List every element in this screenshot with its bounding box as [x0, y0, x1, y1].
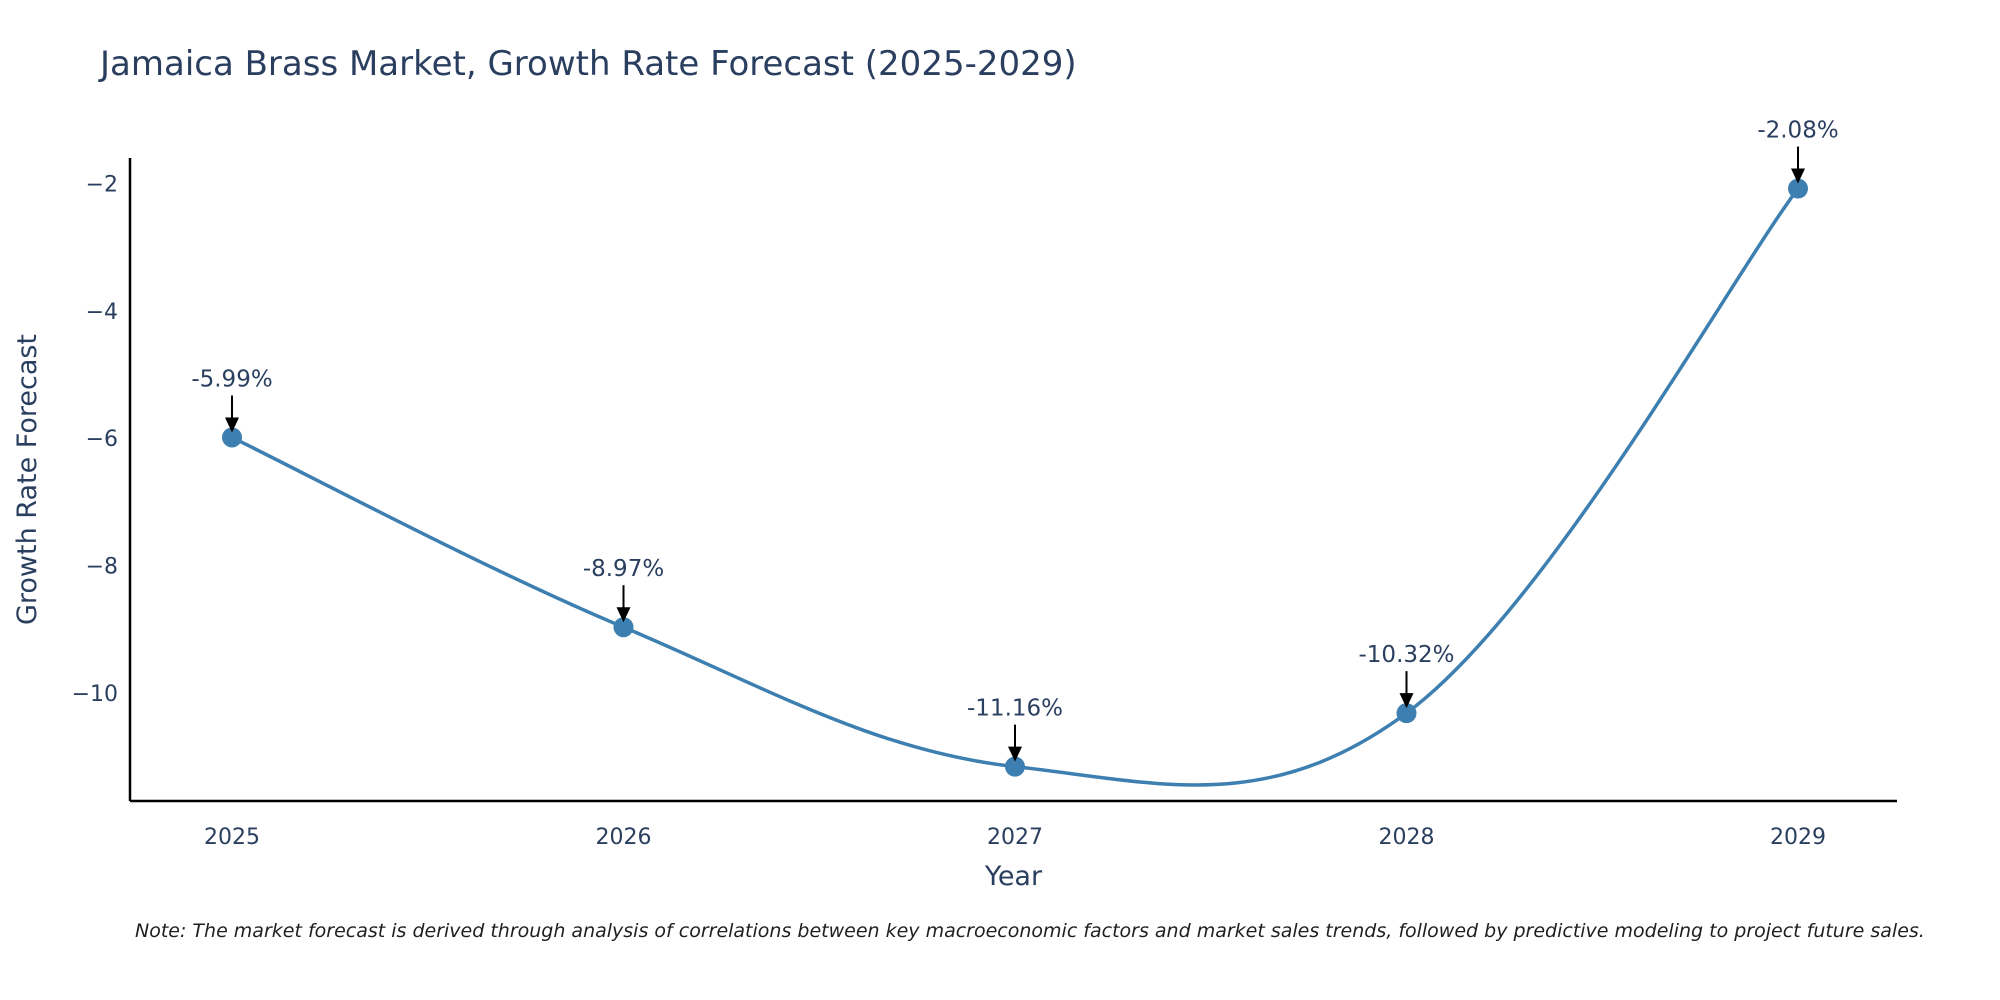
data-point[interactable]	[222, 427, 242, 448]
y-tick-label: −4	[86, 300, 118, 325]
annotation-arrow-head	[616, 607, 631, 623]
data-markers	[222, 178, 1808, 777]
x-tick-label: 2026	[596, 825, 652, 850]
data-point[interactable]	[1005, 756, 1025, 777]
y-axis-title: Growth Rate Forecast	[12, 334, 43, 625]
data-label: -2.08%	[1757, 118, 1838, 144]
x-tick-label: 2025	[204, 825, 260, 850]
y-tick-label: −10	[72, 682, 118, 707]
y-tick-label: −8	[86, 554, 118, 579]
data-label: -10.32%	[1359, 642, 1455, 668]
x-axis-ticks: 2025 2026 2027 2028 2029	[204, 825, 1826, 850]
data-point[interactable]	[1396, 703, 1417, 724]
data-label: -11.16%	[967, 696, 1063, 722]
chart-title: Jamaica Brass Market, Growth Rate Foreca…	[100, 44, 1077, 84]
x-tick-label: 2029	[1770, 825, 1826, 850]
series-line	[231, 187, 1800, 787]
annotation-arrow-head	[1399, 693, 1414, 709]
y-tick-label: −6	[86, 427, 118, 452]
annotation-arrow-head	[1008, 746, 1022, 762]
x-tick-label: 2028	[1379, 825, 1435, 850]
x-tick-label: 2027	[987, 825, 1043, 850]
y-tick-label: −2	[86, 172, 118, 197]
data-point[interactable]	[613, 617, 634, 638]
footnote: Note: The market forecast is derived thr…	[135, 920, 1925, 942]
annotation-arrow-head	[1791, 168, 1805, 184]
data-annotations: -5.99% -8.97% -11.16% -10.32% -2.08%	[191, 118, 1839, 762]
data-label: -5.99%	[191, 366, 272, 392]
data-label: -8.97%	[583, 556, 664, 582]
data-point[interactable]	[1788, 178, 1808, 199]
annotation-arrow-head	[225, 417, 239, 433]
y-axis-ticks: −2 −4 −6 −8 −10	[72, 172, 118, 706]
x-axis-title: Year	[984, 861, 1043, 892]
